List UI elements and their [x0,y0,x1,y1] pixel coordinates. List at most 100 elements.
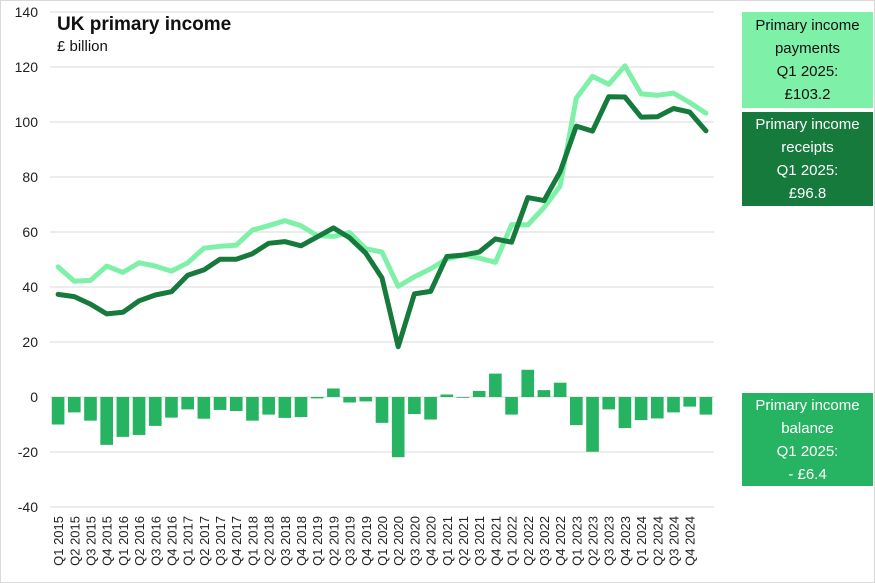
balance-bar [197,397,211,419]
balance-callout-line-1: Primary income [755,396,860,414]
x-tick-label: Q4 2015 [100,516,115,566]
balance-bar [391,397,405,458]
balance-bar [375,397,389,423]
x-tick-label: Q4 2020 [424,516,439,566]
x-tick-label: Q3 2018 [278,516,293,566]
balance-bar [165,397,178,418]
x-tick-label: Q4 2018 [294,516,309,566]
x-tick-label: Q1 2020 [375,516,390,566]
x-tick-label: Q3 2020 [407,516,422,566]
x-tick-label: Q3 2016 [148,516,163,566]
balance-bar [408,397,421,415]
balance-bar [521,369,535,397]
balance-bar [327,388,340,397]
x-tick-label: Q2 2016 [132,516,147,566]
balance-bar [505,397,518,415]
balance-bar [683,397,697,407]
balance-bar [343,397,356,403]
y-tick-label: -20 [18,444,38,460]
y-tick-label: 20 [22,334,38,350]
balance-bar [132,397,146,435]
y-tick-label: 140 [15,4,39,20]
balance-bar [699,397,713,415]
x-tick-label: Q1 2015 [51,516,66,566]
balance-bar [67,397,81,413]
x-tick-label: Q4 2016 [164,516,179,566]
balance-bar [310,397,324,399]
balance-bar [116,397,130,437]
x-tick-label: Q4 2023 [618,516,633,566]
chart-title: UK primary income [57,14,231,35]
x-tick-label: Q3 2019 [343,516,358,566]
y-tick-label: -40 [18,499,38,515]
x-tick-label: Q1 2021 [440,516,455,566]
balance-bar [553,382,567,397]
balance-bar [667,397,680,413]
x-tick-label: Q3 2024 [667,516,682,566]
balance-bar [100,397,113,445]
x-tick-label: Q3 2022 [537,516,552,566]
y-tick-label: 100 [15,114,39,130]
balance-bar [359,397,373,402]
receipts-callout-line-4: £96.8 [788,185,827,202]
balance-bar [278,397,292,418]
x-tick-label: Q2 2018 [262,516,277,566]
payments-callout-line-2: payments [774,40,841,57]
x-tick-label: Q2 2022 [521,516,536,566]
x-tick-label: Q2 2024 [650,516,665,566]
balance-bar [472,390,486,397]
x-tick-label: Q2 2021 [456,516,471,566]
balance-bar [456,397,470,398]
x-axis-ticks: Q1 2015 Q2 2015 Q3 2015 Q4 2015 Q1 2016 Q2 20… [51,516,698,566]
chart-subtitle: £ billion [57,38,108,55]
x-tick-label: Q1 2016 [116,516,131,566]
x-tick-label: Q3 2021 [472,516,487,566]
x-tick-label: Q2 2019 [326,516,341,566]
x-tick-label: Q4 2021 [488,516,503,566]
x-tick-label: Q4 2022 [553,516,568,566]
x-tick-label: Q1 2019 [310,516,325,566]
balance-bar [634,397,648,421]
x-tick-label: Q1 2023 [569,516,584,566]
x-tick-label: Q3 2017 [213,516,228,566]
y-axis-ticks: -40 -20 0 20 40 60 80 100 120 140 [15,4,39,515]
gridlines [50,11,714,508]
balance-bar [213,397,227,410]
x-tick-label: Q1 2024 [634,516,649,566]
x-tick-label: Q2 2020 [391,516,406,566]
balance-bar [229,397,243,412]
balance-bar [294,397,308,418]
x-tick-label: Q3 2015 [83,516,98,566]
payments-line [55,63,709,289]
x-tick-label: Q2 2023 [586,516,601,566]
y-tick-label: 120 [15,59,39,75]
x-tick-label: Q4 2024 [683,516,698,566]
balance-bar [262,397,275,415]
balance-bar [246,397,259,421]
balance-callout-line-2: balance [781,419,834,437]
x-tick-label: Q2 2015 [67,516,82,566]
balance-bar [51,397,65,425]
balance-bar [489,373,502,397]
x-tick-label: Q3 2023 [602,516,617,566]
payments-callout-line-1: Primary income [755,17,860,34]
balance-bar [148,397,162,426]
receipts-callout-line-1: Primary income [755,116,860,133]
x-tick-label: Q1 2018 [245,516,260,566]
payments-callout-line-4: £103.2 [784,86,831,103]
balance-bar [618,397,632,429]
balance-bar [424,397,437,420]
y-tick-label: 80 [22,169,38,185]
x-tick-label: Q4 2019 [359,516,374,566]
balance-bar [440,394,454,397]
balance-bar [586,397,599,452]
balance-bars [51,369,713,458]
balance-callout: Primary income balance Q1 2025: - £6.4 [742,393,873,486]
balance-bar [84,397,97,421]
x-tick-label: Q4 2017 [229,516,244,566]
x-tick-label: Q1 2022 [505,516,520,566]
y-tick-label: 40 [22,279,38,295]
x-tick-label: Q1 2017 [181,516,196,566]
